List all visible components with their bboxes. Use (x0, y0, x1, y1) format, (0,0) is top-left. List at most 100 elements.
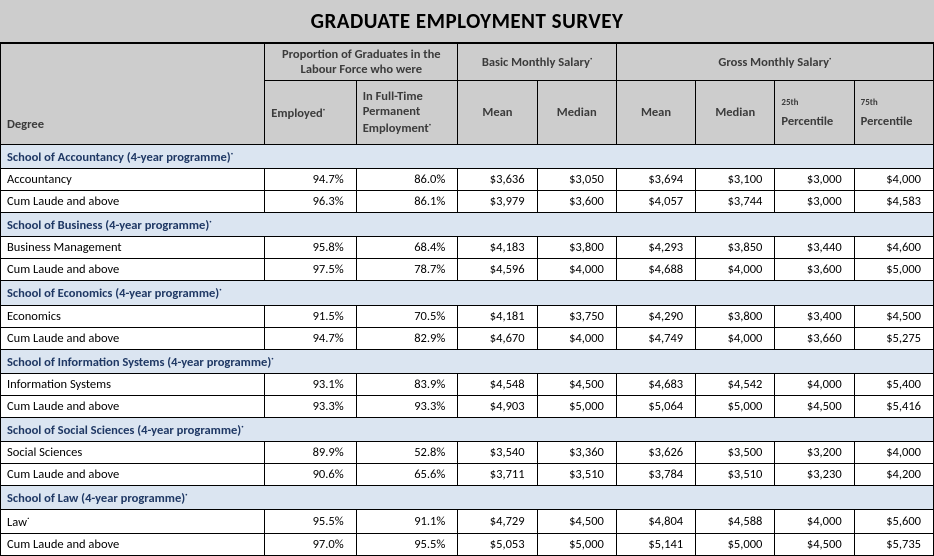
cell: 91.1% (356, 510, 458, 534)
col-basic-mean: Mean (458, 81, 537, 145)
cell: $3,000 (775, 169, 854, 191)
col-group-proportion: Proportion of Graduates in the Labour Fo… (265, 44, 458, 81)
table-row: Cum Laude and above96.3%86.1%$3,979$3,60… (1, 191, 934, 213)
cell: $3,000 (775, 191, 854, 213)
cell: $3,500 (696, 441, 775, 463)
col-group-basic: Basic Monthly Salary· (458, 44, 617, 81)
cell: $3,626 (616, 441, 695, 463)
cell: 86.0% (356, 169, 458, 191)
cell: $3,694 (616, 169, 695, 191)
cell: $3,711 (458, 463, 537, 485)
cell: $5,000 (696, 395, 775, 417)
cell: $4,804 (616, 510, 695, 534)
cell: 65.6% (356, 463, 458, 485)
table-row: Accountancy94.7%86.0%$3,636$3,050$3,694$… (1, 169, 934, 191)
cell: $4,057 (616, 191, 695, 213)
cell: $4,600 (854, 237, 933, 259)
section-title: School of Information Systems (4-year pr… (1, 349, 934, 373)
cell: 70.5% (356, 305, 458, 327)
cell: $4,548 (458, 373, 537, 395)
col-group-gross: Gross Monthly Salary· (616, 44, 933, 81)
cell: $4,500 (775, 395, 854, 417)
cell: 95.5% (356, 534, 458, 556)
table-row: Law·95.5%91.1%$4,729$4,500$4,804$4,588$4… (1, 510, 934, 534)
row-label: Cum Laude and above (1, 327, 265, 349)
cell: 91.5% (265, 305, 356, 327)
cell: $3,979 (458, 191, 537, 213)
row-label: Cum Laude and above (1, 259, 265, 281)
cell: 93.3% (265, 395, 356, 417)
cell: $5,000 (696, 534, 775, 556)
cell: 78.7% (356, 259, 458, 281)
cell: 86.1% (356, 191, 458, 213)
col-degree: Degree (1, 44, 265, 145)
cell: $4,000 (854, 441, 933, 463)
cell: $5,000 (854, 259, 933, 281)
cell: $4,000 (537, 259, 616, 281)
cell: $3,800 (696, 305, 775, 327)
row-label: Accountancy (1, 169, 265, 191)
cell: $3,100 (696, 169, 775, 191)
cell: 96.3% (265, 191, 356, 213)
cell: $4,000 (854, 169, 933, 191)
cell: $5,053 (458, 534, 537, 556)
cell: $4,000 (696, 327, 775, 349)
col-fulltime: In Full-Time Permanent Employment· (356, 81, 458, 145)
row-label: Social Sciences (1, 441, 265, 463)
cell: $3,850 (696, 237, 775, 259)
survey-table: Degree Proportion of Graduates in the La… (0, 43, 934, 556)
cell: $3,600 (537, 191, 616, 213)
col-employed: Employed· (265, 81, 356, 145)
col-p75: 75thPercentile (854, 81, 933, 145)
cell: $4,183 (458, 237, 537, 259)
col-basic-median: Median (537, 81, 616, 145)
cell: $3,744 (696, 191, 775, 213)
section-header: School of Accountancy (4-year programme)… (1, 145, 934, 169)
section-title: School of Accountancy (4-year programme)… (1, 145, 934, 169)
cell: $4,181 (458, 305, 537, 327)
cell: $3,660 (775, 327, 854, 349)
row-label: Information Systems (1, 373, 265, 395)
cell: 68.4% (356, 237, 458, 259)
cell: 94.7% (265, 169, 356, 191)
cell: 95.5% (265, 510, 356, 534)
table-row: Cum Laude and above93.3%93.3%$4,903$5,00… (1, 395, 934, 417)
cell: 82.9% (356, 327, 458, 349)
section-header: School of Law (4-year programme)· (1, 485, 934, 509)
cell: $3,784 (616, 463, 695, 485)
cell: 83.9% (356, 373, 458, 395)
cell: $5,064 (616, 395, 695, 417)
cell: $5,275 (854, 327, 933, 349)
cell: $4,542 (696, 373, 775, 395)
cell: $3,400 (775, 305, 854, 327)
row-label: Cum Laude and above (1, 463, 265, 485)
row-label: Cum Laude and above (1, 534, 265, 556)
col-p25: 25thPercentile (775, 81, 854, 145)
cell: $5,000 (537, 395, 616, 417)
cell: $3,230 (775, 463, 854, 485)
table-row: Economics91.5%70.5%$4,181$3,750$4,290$3,… (1, 305, 934, 327)
cell: $3,750 (537, 305, 616, 327)
cell: $4,000 (696, 259, 775, 281)
cell: $3,510 (537, 463, 616, 485)
col-gross-mean: Mean (616, 81, 695, 145)
cell: 97.5% (265, 259, 356, 281)
cell: 97.0% (265, 534, 356, 556)
row-label: Cum Laude and above (1, 191, 265, 213)
cell: $3,510 (696, 463, 775, 485)
cell: 52.8% (356, 441, 458, 463)
table-row: Business Management95.8%68.4%$4,183$3,80… (1, 237, 934, 259)
cell: $4,903 (458, 395, 537, 417)
section-title: School of Economics (4-year programme)· (1, 281, 934, 305)
cell: 94.7% (265, 327, 356, 349)
cell: $4,500 (775, 534, 854, 556)
cell: $4,729 (458, 510, 537, 534)
cell: $5,600 (854, 510, 933, 534)
row-label: Law· (1, 510, 265, 534)
cell: $4,500 (537, 373, 616, 395)
cell: 90.6% (265, 463, 356, 485)
row-label: Cum Laude and above (1, 395, 265, 417)
cell: $4,000 (537, 327, 616, 349)
cell: $4,588 (696, 510, 775, 534)
cell: $3,540 (458, 441, 537, 463)
